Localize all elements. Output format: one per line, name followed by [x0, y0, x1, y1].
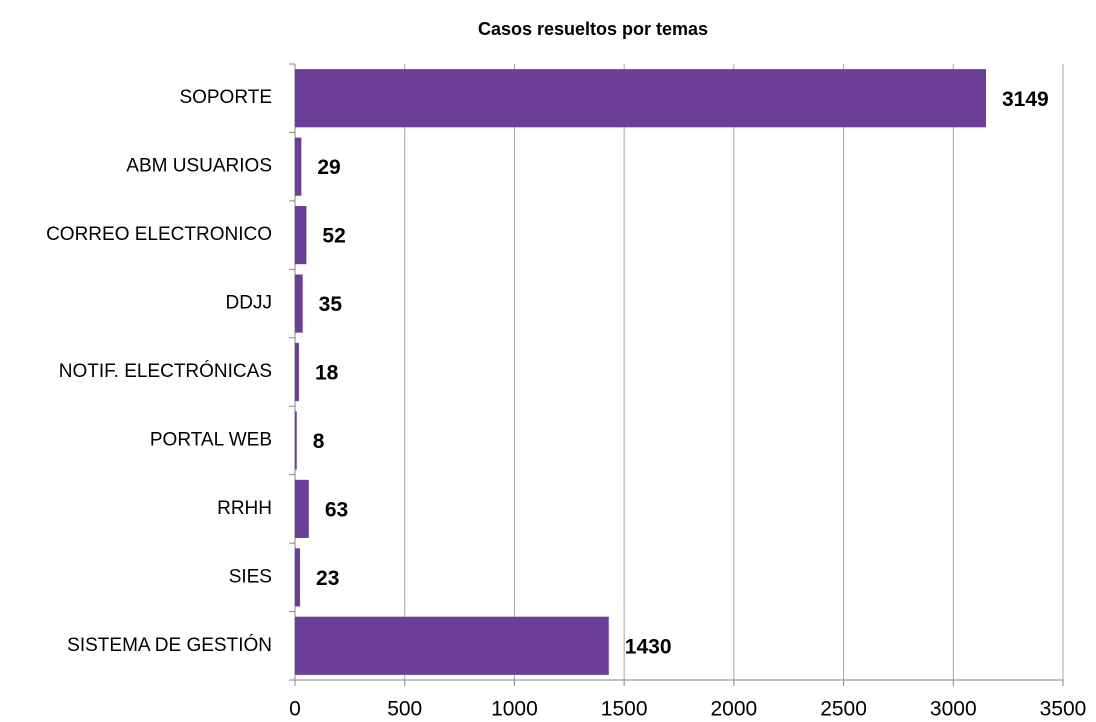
data-label: 18	[315, 362, 339, 385]
x-tick-label: 3000	[930, 698, 977, 721]
data-label: 52	[322, 225, 345, 248]
bar	[295, 274, 303, 333]
data-label: 63	[325, 498, 348, 521]
bar	[295, 342, 299, 402]
bar	[295, 616, 609, 675]
bar	[295, 69, 986, 128]
data-label: 8	[313, 430, 325, 453]
x-tick-label: 500	[387, 698, 422, 721]
y-tick-label: CORREO ELECTRONICO	[46, 224, 272, 245]
data-label: 29	[317, 156, 340, 179]
y-tick-label: NOTIF. ELECTRÓNICAS	[59, 360, 272, 382]
y-tick-label: SISTEMA DE GESTIÓN	[67, 634, 272, 656]
y-tick-label: SOPORTE	[179, 87, 272, 108]
y-tick-label: SIES	[229, 566, 272, 587]
bar	[295, 548, 301, 607]
data-label: 35	[319, 293, 343, 316]
bar	[295, 479, 309, 538]
x-tick-label: 1500	[601, 698, 648, 721]
data-label: 1430	[625, 635, 672, 658]
bar	[295, 137, 302, 196]
x-tick-label: 2000	[710, 698, 757, 721]
y-tick-label: DDJJ	[226, 293, 272, 314]
x-tick-label: 3500	[1040, 698, 1087, 721]
chart-title: Casos resueltos por temas	[478, 19, 708, 39]
x-tick-label: 2500	[820, 698, 867, 721]
data-label: 3149	[1002, 88, 1049, 111]
y-tick-label: ABM USUARIOS	[126, 156, 272, 177]
data-label: 23	[316, 567, 339, 590]
x-tick-label: 1000	[491, 698, 538, 721]
x-tick-label: 0	[289, 698, 301, 721]
bar	[295, 411, 297, 470]
y-tick-label: RRHH	[217, 498, 272, 519]
bar	[295, 206, 307, 265]
y-tick-label: PORTAL WEB	[150, 429, 272, 450]
